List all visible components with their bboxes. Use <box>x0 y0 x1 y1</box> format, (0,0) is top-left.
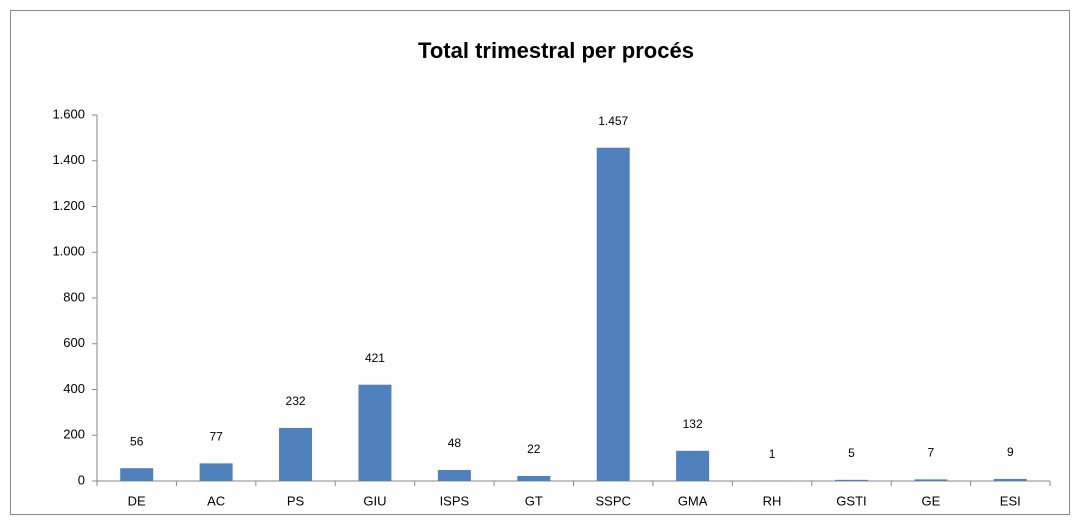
value-label: 7 <box>928 446 935 460</box>
value-label: 1.457 <box>598 114 628 128</box>
x-tick-label: SSPC <box>596 493 631 508</box>
chart-border <box>10 10 1070 515</box>
chart-title: Total trimestral per procés <box>418 38 694 63</box>
value-label: 9 <box>1007 445 1014 459</box>
y-tick-label: 600 <box>63 335 85 350</box>
x-tick-label: GT <box>525 493 543 508</box>
value-label: 1 <box>769 447 776 461</box>
bar <box>517 475 551 481</box>
value-label: 232 <box>286 394 306 408</box>
bar <box>279 427 313 481</box>
x-tick-label: DE <box>128 493 146 508</box>
value-label: 48 <box>448 436 462 450</box>
y-tick-label: 1.000 <box>52 244 85 259</box>
bar <box>120 468 154 481</box>
value-label: 22 <box>527 442 541 456</box>
x-tick-label: AC <box>207 493 225 508</box>
y-tick-label: 1.400 <box>52 152 85 167</box>
x-tick-label: PS <box>287 493 305 508</box>
y-tick-label: 0 <box>78 472 85 487</box>
value-label: 421 <box>365 351 385 365</box>
x-tick-label: RH <box>763 493 782 508</box>
value-label: 56 <box>130 434 144 448</box>
bar <box>199 463 233 481</box>
x-tick-label: GMA <box>678 493 708 508</box>
bar <box>914 479 948 481</box>
bar <box>834 479 868 481</box>
value-label: 77 <box>209 430 223 444</box>
value-label: 132 <box>683 417 703 431</box>
bar <box>358 384 392 481</box>
y-tick-label: 200 <box>63 427 85 442</box>
bar <box>596 147 630 481</box>
value-label: 5 <box>848 446 855 460</box>
x-tick-label: GE <box>921 493 940 508</box>
x-tick-label: GIU <box>363 493 386 508</box>
y-tick-label: 800 <box>63 289 85 304</box>
bar <box>993 478 1027 481</box>
x-tick-label: ISPS <box>440 493 470 508</box>
x-tick-label: ESI <box>1000 493 1021 508</box>
y-tick-label: 1.600 <box>52 106 85 121</box>
bar <box>676 450 710 481</box>
y-tick-label: 1.200 <box>52 198 85 213</box>
x-tick-label: GSTI <box>836 493 866 508</box>
bar <box>437 470 471 481</box>
y-tick-label: 400 <box>63 381 85 396</box>
